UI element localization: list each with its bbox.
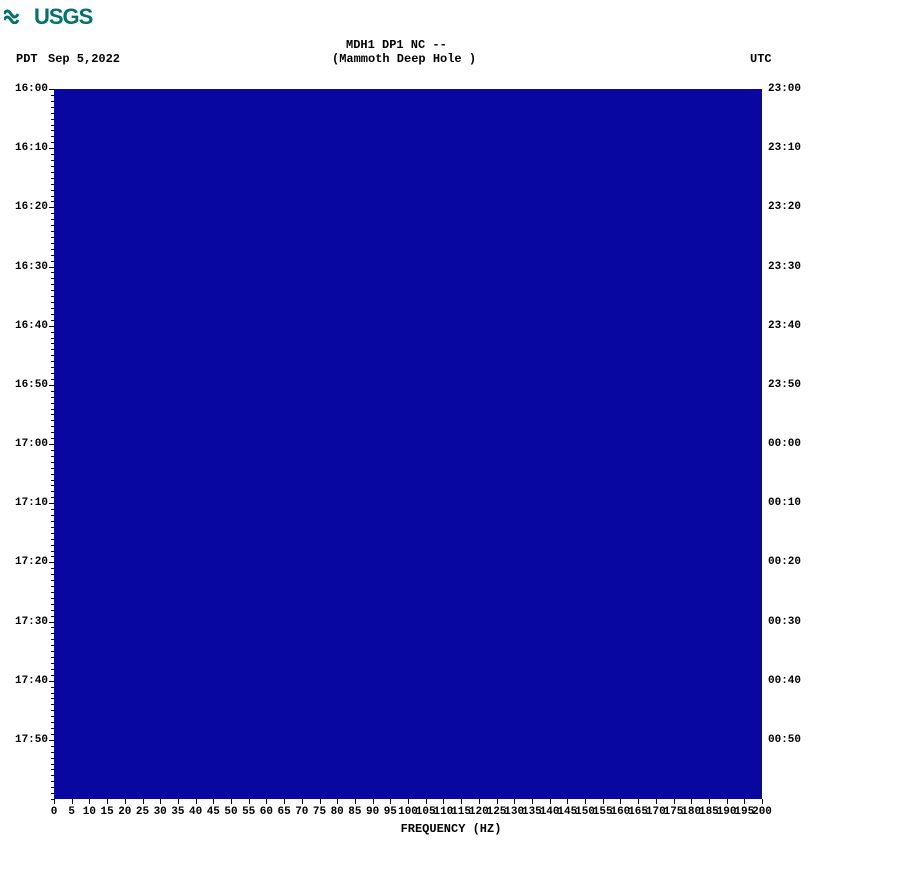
x-axis-label: FREQUENCY (HZ) [351, 822, 551, 836]
x-tick-label: 90 [366, 806, 379, 818]
pdt-label: PDT [16, 52, 38, 66]
x-tick-label: 60 [260, 806, 273, 818]
x-tick-label: 0 [51, 806, 58, 818]
x-tick-label: 50 [224, 806, 237, 818]
x-tick-label: 200 [752, 806, 772, 818]
x-tick-label: 35 [171, 806, 184, 818]
amplitude-canvas [846, 89, 876, 799]
y-tick-right: 00:00 [768, 438, 801, 450]
y-tick-left: 17:50 [4, 734, 48, 746]
wave-icon [4, 4, 32, 30]
usgs-logo: USGS [4, 4, 92, 30]
x-tick-label: 5 [68, 806, 75, 818]
x-tick-label: 20 [118, 806, 131, 818]
y-tick-left: 16:40 [4, 320, 48, 332]
x-tick-label: 40 [189, 806, 202, 818]
y-tick-right: 00:30 [768, 616, 801, 628]
x-tick-label: 85 [348, 806, 361, 818]
y-tick-right: 00:20 [768, 556, 801, 568]
y-tick-right: 23:20 [768, 201, 801, 213]
amplitude-strip [846, 89, 876, 799]
y-tick-left: 17:20 [4, 556, 48, 568]
y-tick-left: 17:30 [4, 616, 48, 628]
station-line1: MDH1 DP1 NC -- [346, 38, 447, 52]
logo-text: USGS [34, 4, 92, 30]
x-tick-label: 25 [136, 806, 149, 818]
y-tick-right: 23:50 [768, 379, 801, 391]
x-tick-label: 55 [242, 806, 255, 818]
y-tick-left: 16:30 [4, 261, 48, 273]
x-tick-label: 95 [384, 806, 397, 818]
x-tick-label: 70 [295, 806, 308, 818]
y-tick-left: 17:00 [4, 438, 48, 450]
x-tick-label: 30 [154, 806, 167, 818]
y-tick-right: 23:40 [768, 320, 801, 332]
y-tick-right: 23:00 [768, 83, 801, 95]
x-tick-label: 10 [83, 806, 96, 818]
x-tick-label: 75 [313, 806, 326, 818]
y-tick-left: 17:10 [4, 497, 48, 509]
spectrogram-plot [54, 89, 762, 799]
y-tick-left: 17:40 [4, 675, 48, 687]
y-tick-right: 00:40 [768, 675, 801, 687]
utc-label: UTC [750, 52, 772, 66]
y-tick-left: 16:00 [4, 83, 48, 95]
y-tick-right: 23:30 [768, 261, 801, 273]
x-tick-label: 80 [331, 806, 344, 818]
x-tick-label: 45 [207, 806, 220, 818]
x-tick-label: 15 [100, 806, 113, 818]
x-tick-label: 65 [277, 806, 290, 818]
station-line2: (Mammoth Deep Hole ) [332, 52, 476, 66]
y-tick-right: 23:10 [768, 142, 801, 154]
y-tick-right: 00:50 [768, 734, 801, 746]
y-tick-left: 16:10 [4, 142, 48, 154]
y-tick-left: 16:50 [4, 379, 48, 391]
y-tick-right: 00:10 [768, 497, 801, 509]
date-label: Sep 5,2022 [48, 52, 120, 66]
spectrogram-canvas [54, 89, 762, 799]
y-tick-left: 16:20 [4, 201, 48, 213]
